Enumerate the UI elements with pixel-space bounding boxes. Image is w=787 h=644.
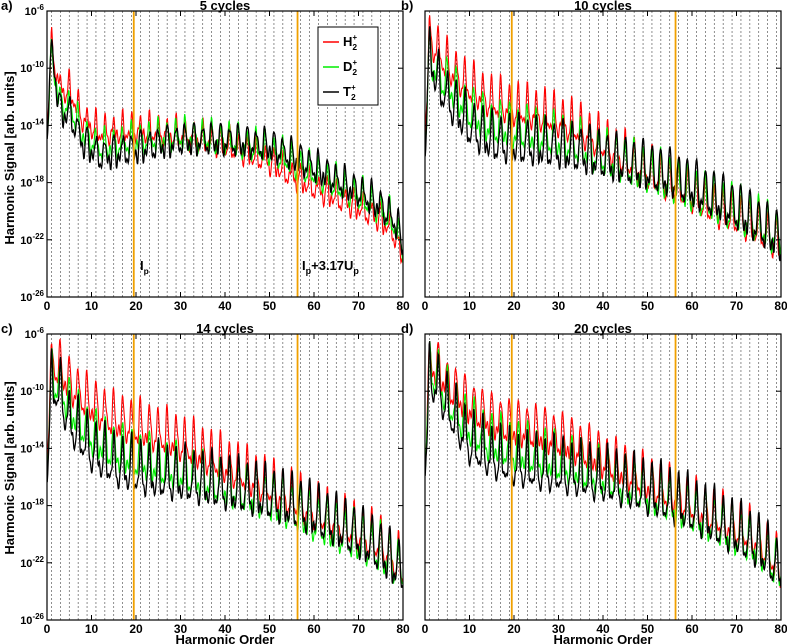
panel-2: 0 10 20 30 40 50 60 70 80 b) 10 cycles bbox=[401, 0, 787, 313]
y-tick-label: 10-22 bbox=[20, 232, 44, 247]
panel-3: 0 10 20 30 40 50 60 70 80 10-26 10-22 10-18 10-14 10-… bbox=[1, 321, 410, 644]
panel-1: 0 10 20 30 40 50 60 70 80 10-26 10-22 10-18 10-14 10-… bbox=[1, 0, 410, 313]
x-tick-label: 0 bbox=[422, 622, 429, 636]
legend-label-D2+: D2+ bbox=[343, 58, 358, 77]
panel-title: 20 cycles bbox=[574, 321, 632, 336]
x-tick-label: 60 bbox=[307, 299, 321, 313]
x-tick-label: 40 bbox=[218, 299, 232, 313]
x-tick-label: 10 bbox=[85, 299, 99, 313]
x-tick-label: 80 bbox=[396, 622, 410, 636]
x-tick-label: 20 bbox=[129, 299, 143, 313]
legend-label-H2+: H2+ bbox=[343, 33, 358, 52]
x-tick-label: 50 bbox=[641, 622, 655, 636]
panel-title: 10 cycles bbox=[574, 0, 632, 13]
x-tick-label: 80 bbox=[774, 622, 787, 636]
series-line-T2+ bbox=[425, 26, 781, 262]
legend-label-T2+: T2+ bbox=[343, 83, 356, 102]
ip-annotation: Ip bbox=[140, 258, 149, 276]
x-tick-label: 80 bbox=[396, 299, 410, 313]
plot-area bbox=[47, 337, 403, 589]
x-tick-label: 30 bbox=[552, 622, 566, 636]
x-axis-label: Harmonic Order bbox=[176, 632, 275, 644]
x-tick-label: 70 bbox=[352, 299, 366, 313]
x-tick-label: 80 bbox=[774, 299, 787, 313]
x-tick-label: 40 bbox=[596, 622, 610, 636]
series-line-H2+ bbox=[47, 337, 403, 583]
plot-area bbox=[47, 27, 403, 265]
x-tick-label: 40 bbox=[596, 299, 610, 313]
x-tick-label: 70 bbox=[730, 622, 744, 636]
x-tick-label: 10 bbox=[463, 622, 477, 636]
y-tick-label: 10-10 bbox=[20, 383, 44, 398]
x-tick-label: 20 bbox=[129, 622, 143, 636]
x-tick-label: 70 bbox=[730, 299, 744, 313]
panel-label: c) bbox=[1, 321, 13, 336]
cutoff-annotation: Ip+3.17Up bbox=[302, 258, 359, 276]
plot-area bbox=[425, 341, 781, 588]
x-tick-label: 30 bbox=[174, 622, 188, 636]
y-tick-label: 10-18 bbox=[20, 498, 44, 513]
y-tick-label: 10-14 bbox=[20, 117, 44, 132]
y-tick-label: 10-6 bbox=[25, 326, 45, 341]
panel-label: d) bbox=[401, 321, 413, 336]
x-tick-label: 40 bbox=[218, 622, 232, 636]
y-tick-label: 10-14 bbox=[20, 440, 44, 455]
ylabel-bottom: Harmonic Signal [arb. units] bbox=[2, 381, 17, 554]
x-tick-label: 60 bbox=[307, 622, 321, 636]
panel-4: 0 10 20 30 40 50 60 70 80 d) 20 cycles Harmonic Ord… bbox=[401, 321, 787, 644]
y-tick-label: 10-18 bbox=[20, 175, 44, 190]
x-tick-label: 0 bbox=[44, 299, 51, 313]
panel-title: 14 cycles bbox=[196, 321, 254, 336]
x-tick-label: 10 bbox=[463, 299, 477, 313]
series-line-T2+ bbox=[425, 341, 781, 587]
x-tick-label: 20 bbox=[507, 299, 521, 313]
x-tick-label: 50 bbox=[641, 299, 655, 313]
x-tick-label: 50 bbox=[263, 299, 277, 313]
y-tick-label: 10-26 bbox=[20, 612, 44, 627]
panel-label: b) bbox=[401, 0, 413, 13]
series-line-T2+ bbox=[47, 39, 403, 256]
panel-title: 5 cycles bbox=[200, 0, 251, 13]
plot-area bbox=[425, 15, 781, 262]
x-tick-label: 30 bbox=[552, 299, 566, 313]
legend: H2+ D2+ T2+ bbox=[317, 26, 379, 106]
x-tick-label: 20 bbox=[507, 622, 521, 636]
y-tick-label: 10-26 bbox=[20, 289, 44, 304]
ylabel-top: Harmonic Signal [arb. units] bbox=[2, 71, 17, 244]
series-line-T2+ bbox=[47, 348, 403, 589]
panel-label: a) bbox=[1, 0, 13, 13]
y-tick-label: 10-10 bbox=[20, 60, 44, 75]
x-tick-label: 50 bbox=[263, 622, 277, 636]
x-tick-label: 60 bbox=[685, 622, 699, 636]
x-tick-label: 70 bbox=[352, 622, 366, 636]
x-axis-label: Harmonic Order bbox=[554, 632, 653, 644]
x-tick-label: 0 bbox=[44, 622, 51, 636]
x-tick-label: 10 bbox=[85, 622, 99, 636]
x-tick-label: 30 bbox=[174, 299, 188, 313]
y-tick-label: 10-22 bbox=[20, 555, 44, 570]
x-tick-label: 60 bbox=[685, 299, 699, 313]
x-tick-label: 0 bbox=[422, 299, 429, 313]
y-tick-label: 10-6 bbox=[25, 3, 45, 18]
